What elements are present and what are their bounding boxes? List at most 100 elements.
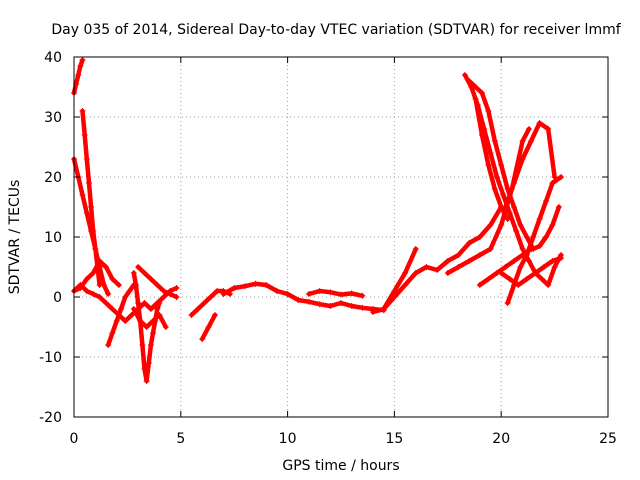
- data-point-plus: [103, 300, 110, 306]
- series-line-track-i: [131, 306, 169, 330]
- data-point-plus: [506, 210, 513, 216]
- data-point-plus: [109, 330, 116, 336]
- data-point-plus: [502, 264, 509, 270]
- y-tick-label: 30: [44, 110, 62, 126]
- series-line-track-w: [498, 255, 564, 288]
- series-line-track-l: [221, 281, 386, 313]
- data-point-plus: [485, 162, 492, 168]
- data-point-plus: [493, 174, 500, 180]
- data-point-plus: [79, 57, 86, 63]
- data-point-plus: [220, 291, 227, 297]
- data-point-plus: [472, 96, 479, 102]
- data-point-plus: [194, 306, 201, 312]
- data-point-plus: [132, 282, 139, 288]
- data-point-plus: [338, 300, 344, 306]
- data-point-plus: [143, 324, 150, 330]
- data-point-plus: [83, 156, 90, 162]
- data-point-plus: [540, 264, 547, 270]
- data-point-plus: [96, 282, 103, 288]
- data-point-plus: [231, 285, 238, 291]
- series-group: [71, 57, 565, 384]
- data-point-plus: [173, 294, 180, 300]
- data-point-plus: [536, 243, 543, 249]
- data-point-plus: [137, 318, 144, 324]
- data-point-plus: [517, 264, 524, 270]
- chart-title: Day 035 of 2014, Sidereal Day-to-day VTE…: [51, 22, 621, 38]
- data-point-plus: [511, 258, 518, 264]
- data-point-plus: [128, 312, 135, 318]
- data-point-plus: [402, 282, 409, 288]
- x-tick-label: 15: [385, 431, 403, 447]
- data-point-plus: [525, 126, 532, 132]
- x-tick-label: 10: [279, 431, 297, 447]
- data-point-plus: [156, 300, 163, 306]
- data-point-plus: [83, 276, 90, 282]
- data-point-plus: [485, 276, 492, 282]
- data-point-plus: [523, 234, 530, 240]
- data-point-plus: [201, 300, 208, 306]
- data-point-plus: [455, 252, 462, 258]
- data-point-plus: [295, 297, 302, 303]
- data-point-plus: [96, 258, 103, 264]
- data-point-plus: [105, 342, 112, 348]
- data-point-plus: [305, 298, 312, 305]
- data-point-plus: [444, 270, 451, 276]
- data-point-plus: [500, 192, 507, 198]
- data-point-plus: [525, 258, 532, 264]
- data-point-plus: [92, 246, 99, 252]
- data-point-plus: [543, 198, 550, 204]
- data-point-plus: [487, 246, 494, 252]
- data-point-plus: [487, 222, 494, 228]
- data-point-plus: [162, 324, 169, 330]
- data-point-plus: [83, 288, 90, 294]
- data-point-plus: [502, 204, 509, 210]
- data-point-plus: [478, 132, 485, 138]
- x-axis-label: GPS time / hours: [282, 458, 399, 474]
- y-tick-label: -10: [39, 350, 62, 366]
- data-point-plus: [199, 336, 206, 342]
- data-point-plus: [160, 288, 167, 294]
- data-point-plus: [122, 318, 129, 324]
- data-point-plus: [348, 290, 355, 297]
- data-point-plus: [498, 222, 505, 228]
- data-point-plus: [109, 276, 116, 282]
- data-point-plus: [380, 306, 387, 312]
- data-point-plus: [402, 270, 409, 276]
- data-point-plus: [79, 192, 86, 198]
- data-point-plus: [476, 234, 483, 240]
- data-point-plus: [472, 84, 479, 90]
- data-point-plus: [504, 300, 511, 306]
- data-point-plus: [338, 291, 344, 298]
- data-point-plus: [88, 204, 95, 210]
- data-point-plus: [504, 216, 511, 222]
- data-point-plus: [126, 288, 133, 294]
- x-tick-labels: 0 5 10 15 20 25: [70, 431, 617, 447]
- data-point-plus: [160, 294, 167, 300]
- data-point-plus: [130, 270, 137, 276]
- y-tick-label: 20: [44, 170, 62, 186]
- data-point-plus: [284, 291, 291, 297]
- data-point-plus: [455, 264, 462, 270]
- data-point-plus: [173, 285, 180, 291]
- grid-lines: [74, 57, 608, 417]
- data-point-plus: [491, 186, 498, 192]
- data-point-plus: [154, 282, 161, 288]
- data-point-plus: [359, 292, 366, 299]
- data-point-plus: [135, 300, 142, 306]
- data-point-plus: [461, 72, 468, 78]
- data-point-plus: [476, 282, 483, 288]
- data-point-plus: [109, 306, 116, 312]
- data-point-plus: [476, 252, 483, 258]
- data-point-plus: [77, 285, 84, 291]
- data-point-plus: [305, 291, 312, 297]
- y-tick-label: 10: [44, 230, 62, 246]
- data-point-plus: [519, 246, 526, 252]
- data-point-plus: [558, 255, 565, 261]
- data-point-plus: [444, 258, 451, 264]
- data-point-plus: [523, 252, 530, 258]
- data-point-plus: [359, 304, 366, 311]
- x-tick-label: 20: [492, 431, 510, 447]
- data-point-plus: [511, 180, 518, 186]
- data-point-plus: [81, 132, 88, 138]
